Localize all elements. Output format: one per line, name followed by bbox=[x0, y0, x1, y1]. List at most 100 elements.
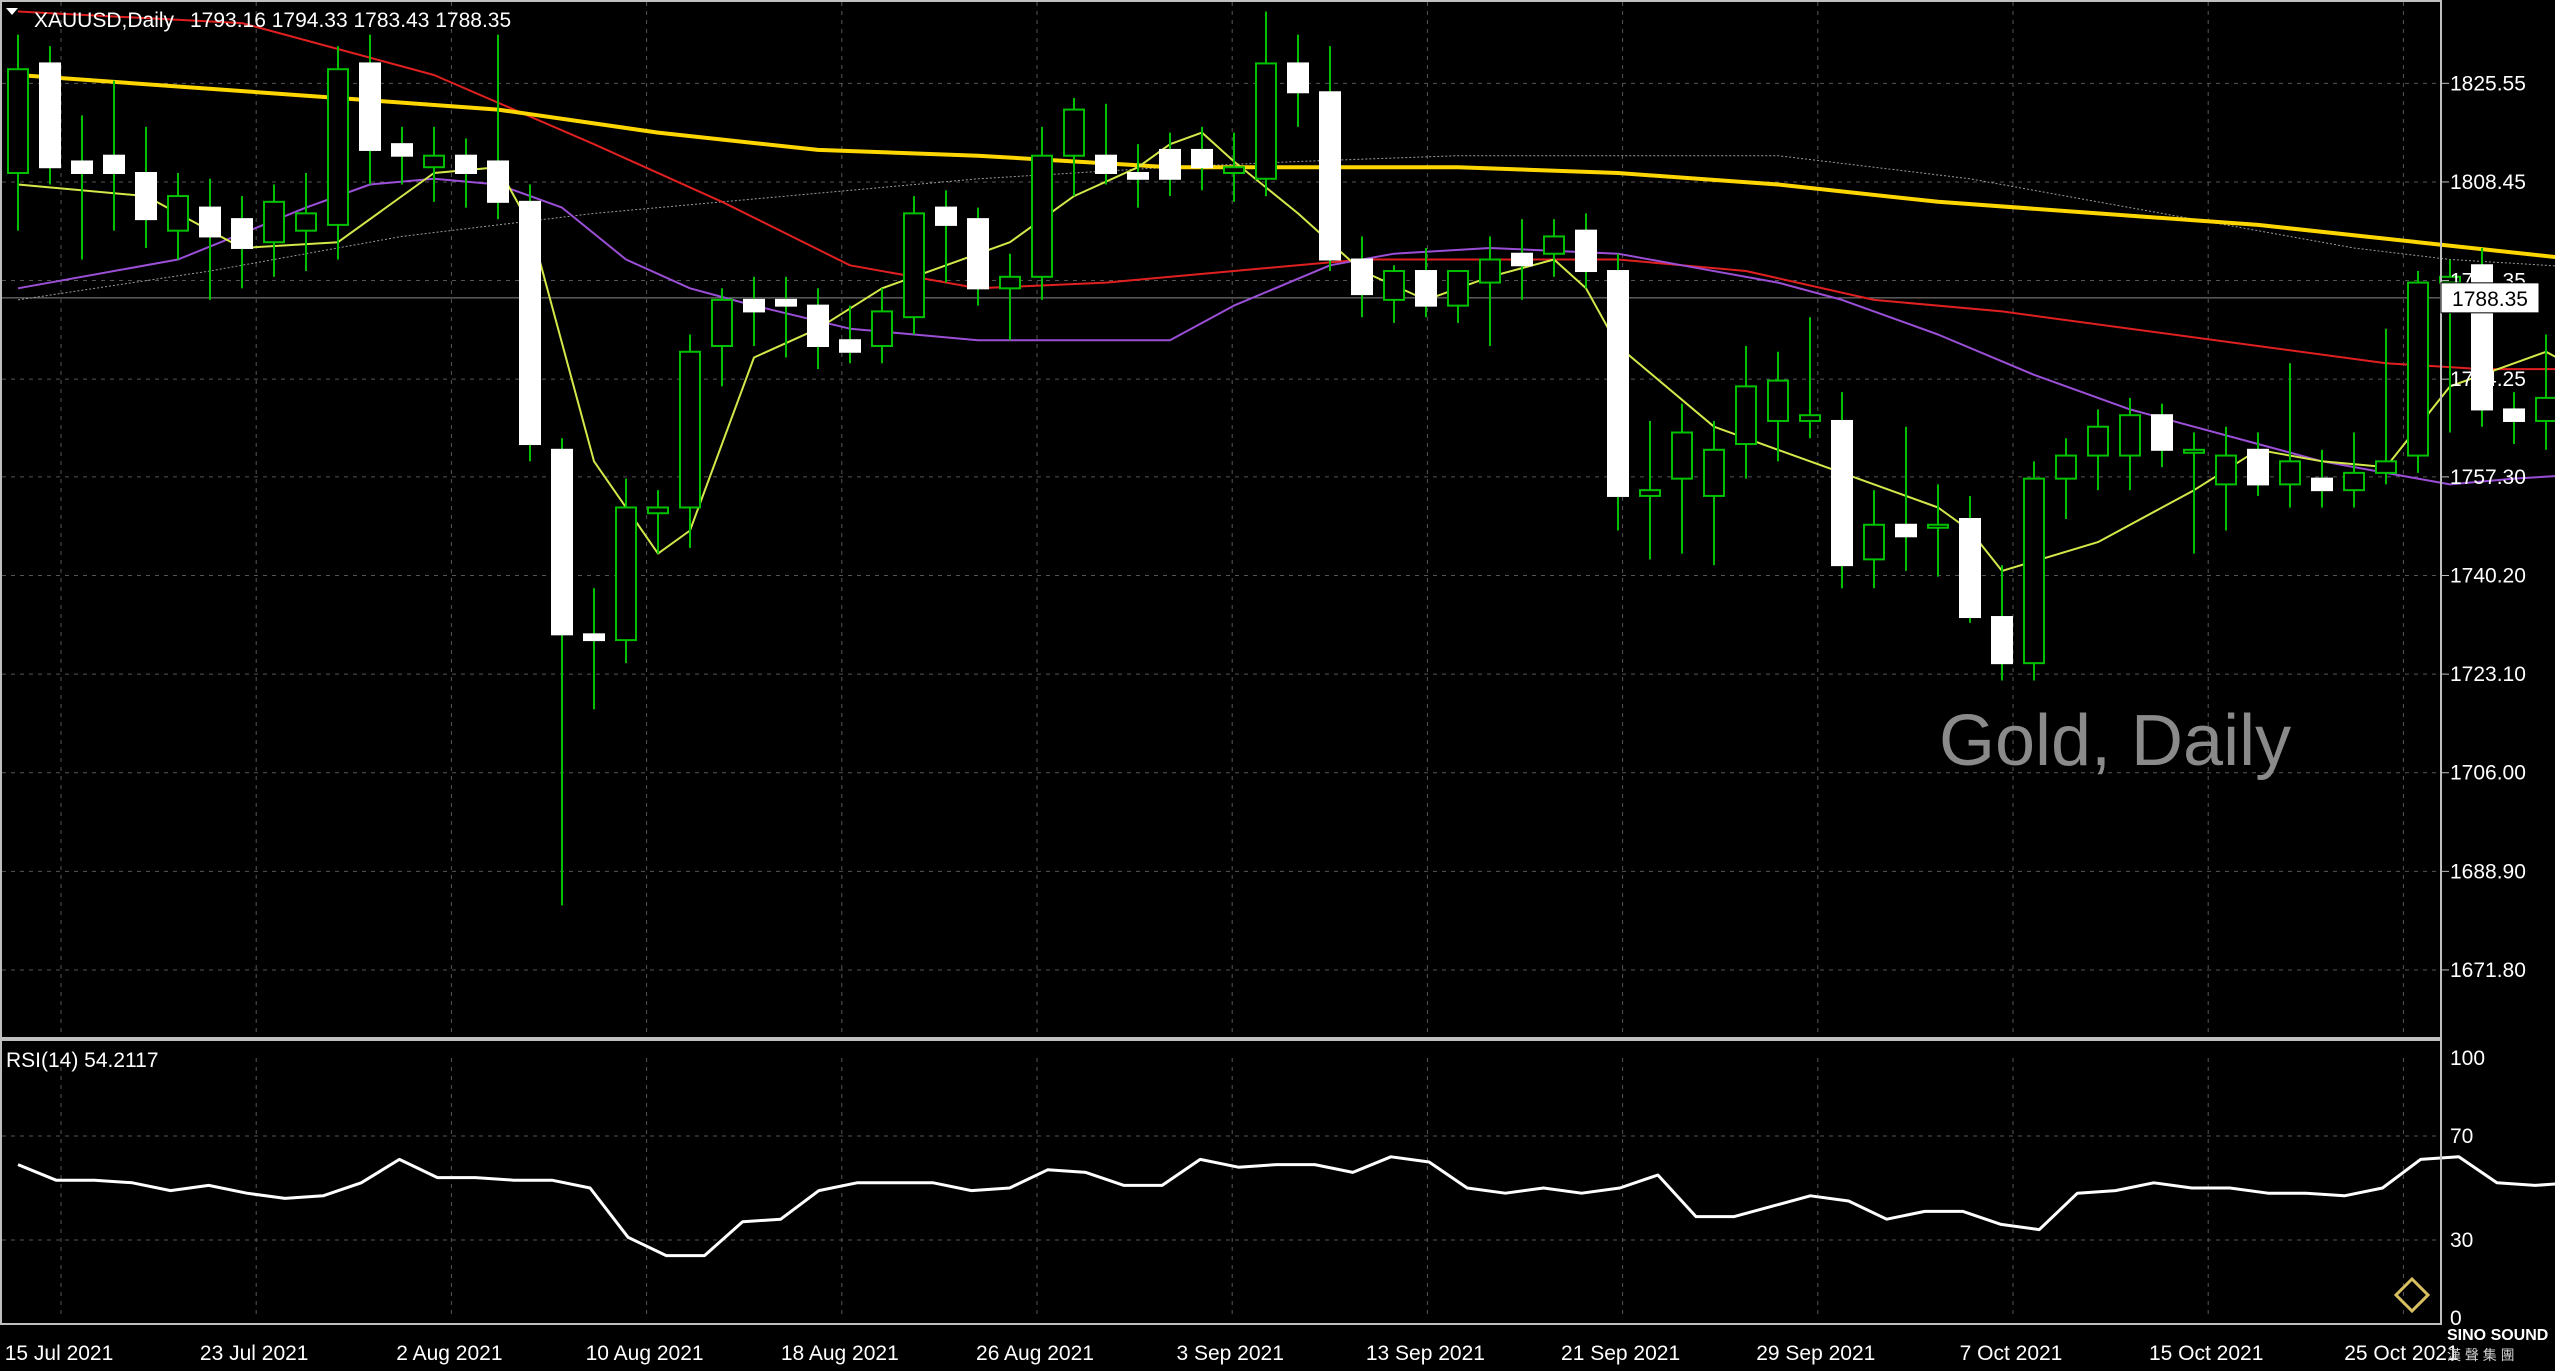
candle-body bbox=[583, 633, 605, 642]
y-tick-label: 1723.10 bbox=[2450, 663, 2526, 686]
candle-body bbox=[1607, 270, 1629, 497]
candle-body bbox=[711, 298, 733, 348]
x-tick-label: 10 Aug 2021 bbox=[586, 1342, 704, 1365]
candle-body bbox=[1127, 172, 1149, 180]
candle-body bbox=[1767, 379, 1789, 422]
rsi-panel-frame bbox=[0, 1039, 2442, 1325]
candle-body bbox=[391, 143, 413, 157]
candle-body bbox=[1223, 166, 1245, 175]
candle-body bbox=[1351, 258, 1373, 296]
candle-body bbox=[2151, 414, 2173, 451]
candle-body bbox=[519, 200, 541, 446]
x-tick-label: 15 Oct 2021 bbox=[2149, 1342, 2263, 1365]
candle-body bbox=[455, 154, 477, 174]
rsi-tick-label: 30 bbox=[2450, 1229, 2473, 1252]
brand-name: SINO SOUND bbox=[2447, 1327, 2548, 1344]
symbol-label: XAUUSD,Daily bbox=[34, 9, 175, 32]
candle-body bbox=[1191, 148, 1213, 169]
candle-body bbox=[1319, 91, 1341, 261]
candle-body bbox=[1735, 385, 1757, 446]
candle-body bbox=[1991, 616, 2013, 665]
candle-body bbox=[135, 172, 157, 221]
candle-body bbox=[1095, 154, 1117, 174]
candle-body bbox=[423, 154, 445, 169]
candle-body bbox=[2279, 460, 2301, 486]
candle-body bbox=[1927, 523, 1949, 529]
ma-fast-line bbox=[17, 131, 2555, 572]
candle-body bbox=[743, 298, 765, 313]
ma-red-line bbox=[17, 10, 2555, 371]
x-tick-label: 18 Aug 2021 bbox=[781, 1342, 899, 1365]
rsi-tick-label: 70 bbox=[2450, 1125, 2473, 1148]
ohlc-values: 1793.16 1794.33 1783.43 1788.35 bbox=[190, 9, 511, 32]
candle-body bbox=[903, 212, 925, 319]
rsi-tick-label: 100 bbox=[2450, 1047, 2485, 1070]
candle-body bbox=[1063, 108, 1085, 157]
candle-body bbox=[839, 339, 861, 353]
main-panel-frame bbox=[0, 0, 2442, 1039]
rsi-tick-label: 0 bbox=[2450, 1307, 2462, 1330]
candle-body bbox=[871, 310, 893, 347]
candle-body bbox=[231, 218, 253, 249]
candle-body bbox=[2055, 454, 2077, 480]
candle-body bbox=[1447, 270, 1469, 307]
candle-body bbox=[679, 350, 701, 509]
x-tick-label: 29 Sep 2021 bbox=[1756, 1342, 1875, 1365]
candle-body bbox=[2535, 396, 2555, 422]
candle-body bbox=[1895, 523, 1917, 538]
x-tick-label: 25 Oct 2021 bbox=[2344, 1342, 2458, 1365]
candle-body bbox=[1799, 414, 1821, 422]
x-tick-label: 26 Aug 2021 bbox=[976, 1342, 1094, 1365]
x-tick-label: 23 Jul 2021 bbox=[200, 1342, 309, 1365]
candle-body bbox=[1479, 258, 1501, 284]
candle-body bbox=[1831, 419, 1853, 567]
candle-body bbox=[1383, 270, 1405, 301]
y-tick-label: 1671.80 bbox=[2450, 959, 2526, 982]
candle-body bbox=[2343, 471, 2365, 492]
candle-body bbox=[2183, 448, 2205, 454]
candle-body bbox=[2215, 454, 2237, 486]
candle-body bbox=[1703, 448, 1725, 497]
candle-body bbox=[1287, 62, 1309, 94]
rsi-line bbox=[17, 1155, 2555, 1258]
triangle-down-icon[interactable] bbox=[6, 8, 18, 15]
candle-body bbox=[199, 206, 221, 238]
candle-body bbox=[967, 218, 989, 290]
x-tick-label: 7 Oct 2021 bbox=[1960, 1342, 2063, 1365]
candle-body bbox=[1415, 270, 1437, 307]
candle-body bbox=[2503, 408, 2525, 422]
x-tick-label: 13 Sep 2021 bbox=[1366, 1342, 1485, 1365]
brand-logo: SINO SOUND 漢 聲 集 團 bbox=[2393, 1276, 2548, 1363]
candlestick-series bbox=[7, 11, 2555, 906]
candle-body bbox=[295, 212, 317, 232]
candle-body bbox=[1159, 148, 1181, 180]
x-tick-label: 2 Aug 2021 bbox=[396, 1342, 502, 1365]
x-tick-label: 3 Sep 2021 bbox=[1176, 1342, 1283, 1365]
candle-body bbox=[487, 160, 509, 203]
candle-body bbox=[1575, 229, 1597, 273]
brand-subtitle: 漢 聲 集 團 bbox=[2447, 1347, 2515, 1363]
candle-body bbox=[359, 62, 381, 151]
x-tick-label: 15 Jul 2021 bbox=[5, 1342, 114, 1365]
moving-average-lines bbox=[17, 10, 2555, 572]
candle-body bbox=[327, 68, 349, 226]
candle-body bbox=[167, 195, 189, 232]
diamond-logo-icon bbox=[2393, 1276, 2431, 1314]
ma-yellow-line bbox=[17, 73, 2555, 260]
candle-body bbox=[7, 68, 29, 174]
candle-body bbox=[1639, 489, 1661, 497]
candle-body bbox=[2023, 477, 2045, 665]
y-tick-label: 1706.00 bbox=[2450, 762, 2526, 785]
candle-body bbox=[263, 200, 285, 244]
rsi-label: RSI(14) 54.2117 bbox=[6, 1049, 159, 1072]
candle-body bbox=[775, 298, 797, 307]
candle-body bbox=[1543, 235, 1565, 255]
y-tick-label: 1757.30 bbox=[2450, 466, 2526, 489]
candle-body bbox=[647, 506, 669, 515]
candle-body bbox=[71, 160, 93, 174]
candle-body bbox=[1959, 518, 1981, 619]
chart-watermark: Gold, Daily bbox=[1939, 701, 2291, 781]
current-price-label: 1788.35 bbox=[2452, 288, 2528, 311]
